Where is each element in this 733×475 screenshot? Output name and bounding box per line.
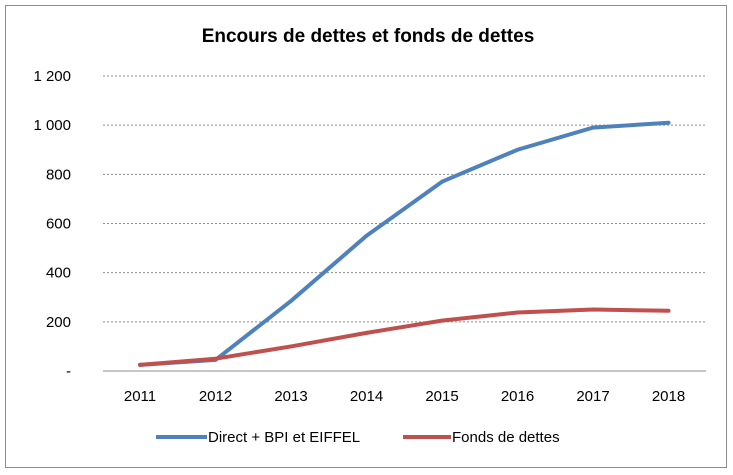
y-tick-label: 800: [46, 166, 71, 183]
chart-title: Encours de dettes et fonds de dettes: [202, 26, 535, 47]
data-point-direct-bpi-eiffel: [666, 120, 671, 125]
data-point-direct-bpi-eiffel: [289, 299, 293, 303]
data-point-fonds-de-dettes: [289, 344, 293, 349]
y-tick-label: 600: [46, 216, 71, 233]
legend-label-direct-bpi-eiffel: Direct + BPI et EIFFEL: [208, 429, 360, 446]
x-tick-label: 2011: [124, 388, 156, 405]
data-point-fonds-de-dettes: [666, 308, 671, 313]
legend: Direct + BPI et EIFFEL Fonds de dettes: [156, 429, 560, 446]
y-tick-label: 400: [46, 265, 71, 282]
data-point-fonds-de-dettes: [213, 356, 218, 361]
x-tick-label: 2015: [425, 388, 458, 405]
legend-label-fonds-de-dettes: Fonds de dettes: [452, 429, 560, 446]
x-tick-label: 2017: [576, 388, 609, 405]
x-tick-label: 2013: [274, 388, 307, 405]
series-line-direct-bpi-eiffel: [138, 120, 671, 367]
data-point-fonds-de-dettes: [591, 307, 595, 312]
data-point-direct-bpi-eiffel: [440, 179, 444, 184]
x-tick-label: 2012: [199, 388, 232, 405]
data-point-fonds-de-dettes: [138, 363, 142, 367]
x-tick-label: 2014: [350, 388, 383, 405]
x-axis-labels: 2011 2012 2013 2014 2015 2016 2017 2018: [124, 388, 685, 405]
legend-item-direct-bpi-eiffel: Direct + BPI et EIFFEL: [156, 429, 360, 446]
legend-item-fonds-de-dettes: Fonds de dettes: [403, 429, 560, 446]
x-tick-label: 2018: [652, 388, 685, 405]
y-tick-label: -: [66, 363, 71, 380]
y-tick-label: 200: [46, 314, 71, 331]
y-axis-labels: - 200 400 600 800 1 000 1 200: [33, 68, 71, 380]
data-point-direct-bpi-eiffel: [515, 147, 520, 152]
y-tick-label: 1 000: [33, 117, 71, 134]
y-tick-label: 1 200: [33, 68, 71, 85]
data-point-fonds-de-dettes: [440, 318, 444, 323]
data-point-fonds-de-dettes: [364, 331, 369, 335]
series-lines: [138, 120, 671, 367]
x-tick-label: 2016: [501, 388, 534, 405]
data-point-direct-bpi-eiffel: [591, 125, 595, 130]
data-point-direct-bpi-eiffel: [364, 233, 369, 238]
series-line-fonds-de-dettes: [138, 307, 671, 367]
grid-lines: [103, 75, 706, 372]
data-point-fonds-de-dettes: [515, 310, 520, 315]
